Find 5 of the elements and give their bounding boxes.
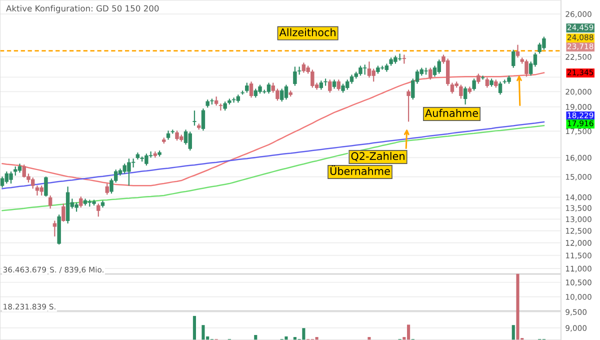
text: Aktive Konfiguration: GD 50 150 200	[6, 5, 159, 14]
ref-line-label: Allzeithoch	[279, 28, 336, 36]
annotation: Übernahme	[330, 165, 390, 176]
annotation: Aufnahme	[425, 108, 478, 118]
annotation: Q2-Zahlen	[351, 152, 404, 162]
